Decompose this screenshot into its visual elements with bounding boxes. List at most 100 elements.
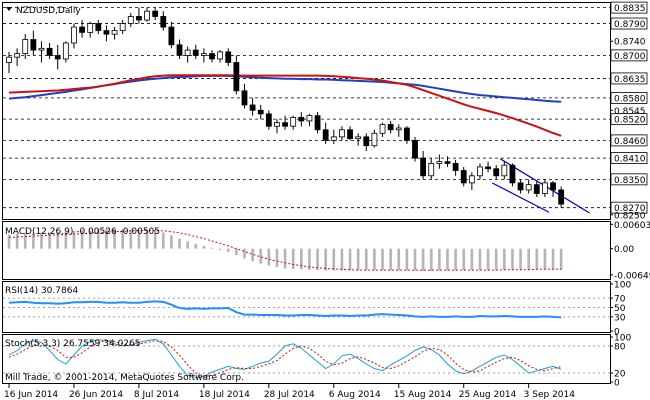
stoch-main-line <box>8 338 562 379</box>
candle-body-35 <box>290 116 297 127</box>
macd-bar-33 <box>275 248 279 268</box>
candle-body-60 <box>493 168 500 177</box>
time-tick-label-1: 26 Jun 2014 <box>69 390 123 400</box>
macd-bar-6 <box>56 232 60 249</box>
candle-31 <box>257 104 264 120</box>
candle-body-53 <box>436 161 443 164</box>
macd-bar-20 <box>170 235 173 249</box>
price-level-tag-1 <box>610 17 648 30</box>
macd-bar-43 <box>356 248 360 271</box>
candle-body-41 <box>339 129 345 138</box>
candle-body-56 <box>460 170 467 184</box>
macd-bar-12 <box>105 229 108 249</box>
candle-body-23 <box>192 49 199 56</box>
candle-0 <box>6 51 12 74</box>
candle-body-68 <box>558 189 565 205</box>
candle-6 <box>54 44 61 70</box>
macd-bar-64 <box>527 248 530 270</box>
candle-body-54 <box>444 161 451 164</box>
rsi-tick-label-2: 50 <box>614 304 626 314</box>
price-tick-label-4: 0.8635 <box>614 75 646 85</box>
watermark: Mill Trade, © 2001-2014, MetaQuotes Soft… <box>5 373 244 383</box>
candle-5 <box>46 43 53 59</box>
candle-body-55 <box>452 163 459 171</box>
candle-body-50 <box>412 139 418 159</box>
candle-66 <box>542 179 548 198</box>
macd-bar-16 <box>137 229 141 249</box>
candle-body-49 <box>403 127 410 141</box>
macd-bar-62 <box>511 248 514 270</box>
candle-37 <box>306 113 313 127</box>
macd-label: MACD(12,26,9) -0.00526 -0.00505 <box>5 227 160 237</box>
candle-64 <box>525 179 532 194</box>
candle-body-47 <box>387 124 394 131</box>
macd-bar-29 <box>243 248 246 259</box>
candle-4 <box>38 41 45 63</box>
macd-bar-22 <box>186 241 189 249</box>
candle-29 <box>241 83 248 109</box>
rsi-tick-label-1: 70 <box>614 295 626 305</box>
candle-46 <box>379 122 386 137</box>
candle-body-58 <box>477 166 483 177</box>
candle-58 <box>477 163 483 180</box>
candle-51 <box>420 151 427 180</box>
price-tick-label-8: 0.8460 <box>614 137 646 147</box>
candle-22 <box>184 46 191 63</box>
macd-bar-34 <box>283 248 287 269</box>
candle-body-65 <box>533 184 540 194</box>
price-tick-label-10: 0.8350 <box>614 176 646 186</box>
candle-55 <box>452 159 459 176</box>
candle-57 <box>468 172 475 190</box>
candle-42 <box>347 126 353 141</box>
macd-axis: 0.00603 0.00 -0.00649 <box>610 221 650 281</box>
macd-series <box>7 229 563 271</box>
price-tick-label-6: 0.8545 <box>614 107 646 117</box>
time-tick-label-4: 28 Jul 2014 <box>264 390 315 400</box>
macd-bar-23 <box>194 243 198 249</box>
candle-body-27 <box>225 51 232 63</box>
candle-body-25 <box>209 53 215 60</box>
candle-38 <box>314 112 321 134</box>
macd-bar-14 <box>121 229 124 249</box>
candle-23 <box>192 44 199 59</box>
candle-body-1 <box>14 53 21 58</box>
candle-body-7 <box>62 42 69 60</box>
macd-bar-8 <box>72 230 76 249</box>
macd-bar-11 <box>97 229 100 249</box>
macd-bar-45 <box>373 248 376 271</box>
macd-bar-57 <box>470 248 474 271</box>
candle-body-51 <box>420 157 427 177</box>
candle-48 <box>395 124 402 137</box>
rsi-label: RSI(14) 30.7864 <box>5 286 78 296</box>
candle-63 <box>517 179 524 194</box>
macd-bar-65 <box>535 248 539 270</box>
price-level-tag-4 <box>610 72 648 85</box>
macd-bar-32 <box>267 248 271 266</box>
candle-body-14 <box>119 23 126 32</box>
price-tick-label-12: 0.8250 <box>614 211 646 221</box>
rsi-tick-label-3: 30 <box>614 313 626 323</box>
candle-34 <box>282 115 288 130</box>
macd-bar-44 <box>364 248 368 271</box>
symbol-dropdown-icon[interactable] <box>6 7 12 11</box>
macd-bar-17 <box>145 230 149 249</box>
candle-body-52 <box>428 163 435 177</box>
macd-bar-63 <box>519 248 522 270</box>
price-tick-label-5: 0.8580 <box>614 94 646 104</box>
time-tick-label-3: 18 Jul 2014 <box>199 390 250 400</box>
macd-bar-2 <box>23 233 27 249</box>
price-level-tag-11 <box>610 201 648 214</box>
candle-body-15 <box>127 16 134 24</box>
macd-bar-50 <box>413 248 417 271</box>
candle-65 <box>533 181 540 198</box>
candle-40 <box>330 129 337 144</box>
candle-body-39 <box>322 129 329 141</box>
macd-bar-19 <box>161 232 165 249</box>
candle-41 <box>339 126 345 141</box>
candle-1 <box>14 48 21 67</box>
candle-body-9 <box>79 26 85 33</box>
candle-body-62 <box>509 164 516 184</box>
macd-bar-60 <box>494 248 498 271</box>
